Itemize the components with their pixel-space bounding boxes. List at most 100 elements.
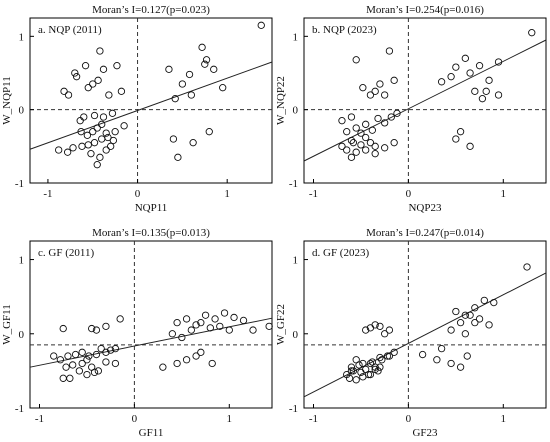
scatter-point — [90, 139, 99, 147]
scatter-point — [478, 95, 487, 103]
scatter-point — [83, 370, 91, 379]
scatter-point — [120, 122, 128, 130]
scatter-point — [362, 120, 370, 128]
y-tick-label: 0 — [293, 105, 299, 117]
scatter-point — [357, 368, 365, 377]
scatter-point — [89, 128, 97, 136]
scatter-point — [362, 133, 370, 142]
y-tick-label: 0 — [19, 105, 25, 117]
scatter-point — [349, 139, 357, 147]
scatter-point — [159, 363, 167, 371]
regression-line — [29, 317, 273, 368]
scatter-point — [192, 321, 200, 329]
scatter-point — [185, 70, 194, 79]
scatter-point — [102, 146, 110, 154]
scatter-point — [171, 95, 179, 103]
x-axis-label: NQP11 — [135, 202, 168, 214]
scatter-point — [78, 142, 86, 150]
panel-label: a. NQP (2011) — [38, 24, 102, 36]
scatter-point — [452, 307, 460, 316]
scatter-point — [482, 87, 490, 95]
scatter-point — [75, 367, 83, 375]
scatter-point — [471, 87, 479, 95]
scatter-point — [69, 144, 77, 152]
x-tick-label: 1 — [224, 188, 230, 200]
chart-title: Moran’s I=0.254(p=0.016) — [366, 4, 484, 16]
scatter-point — [80, 113, 88, 121]
chart-title: Moran’s I=0.247(p=0.014) — [366, 227, 484, 239]
scatter-point — [208, 359, 216, 368]
scatter-point — [59, 374, 67, 382]
scatter-point — [371, 321, 379, 329]
x-tick-label: 1 — [227, 413, 233, 425]
scatter-point — [461, 330, 469, 338]
scatter-point — [447, 73, 455, 81]
y-tick-label: 0 — [19, 329, 25, 341]
scatter-point — [366, 139, 375, 147]
x-axis-label: NQP23 — [408, 202, 442, 214]
scatter-point — [96, 47, 104, 55]
scatter-point — [376, 80, 384, 88]
scatter-point — [352, 124, 360, 132]
scatter-point — [81, 62, 90, 70]
scatter-point — [219, 84, 227, 92]
scatter-point — [84, 141, 92, 149]
x-axis-label: GF11 — [139, 427, 164, 439]
scatter-point — [173, 318, 181, 327]
scatter-point — [71, 69, 79, 77]
scatter-point — [99, 113, 108, 121]
scatter-point — [201, 311, 210, 319]
scatter-point — [357, 141, 365, 149]
scatter-point — [69, 361, 77, 369]
x-axis-label: GF23 — [412, 427, 438, 439]
scatter-point — [85, 352, 93, 360]
scatter-point — [64, 352, 72, 360]
scatter-point — [50, 352, 58, 360]
scatter-point — [107, 142, 115, 150]
scatter-point — [189, 139, 197, 147]
scatter-point — [265, 322, 273, 331]
scatter-point — [385, 326, 394, 334]
scatter-point — [433, 356, 441, 364]
scatter-point — [102, 358, 110, 366]
x-tick-label: 1 — [501, 413, 507, 425]
panel-label: b. NQP (2023) — [312, 24, 377, 36]
scatter-point — [94, 367, 102, 375]
scatter-point — [56, 356, 65, 364]
scatter-point — [93, 124, 101, 132]
scatter-point — [55, 146, 63, 154]
scatter-point — [352, 376, 360, 384]
scatter-point — [385, 47, 394, 55]
scatter-point — [371, 87, 379, 95]
scatter-point — [528, 29, 536, 37]
scatter-point — [230, 313, 238, 322]
scatter-point — [374, 367, 382, 375]
scatter-point — [452, 135, 460, 143]
scatter-point — [374, 114, 382, 123]
scatter-point — [437, 344, 446, 353]
scatter-point — [347, 136, 356, 145]
scatter-point — [210, 65, 218, 73]
y-tick-label: 1 — [293, 31, 299, 43]
scatter-point — [88, 324, 96, 333]
scatter-point — [452, 63, 460, 71]
scatter-point — [174, 153, 182, 161]
scatter-point — [359, 373, 367, 381]
scatter-point — [87, 150, 95, 158]
y-tick-label: -1 — [15, 403, 24, 415]
scatter-point — [349, 367, 357, 375]
scatter-point — [239, 316, 248, 325]
regression-line — [303, 272, 547, 398]
scatter-point — [475, 315, 484, 323]
y-tick-label: 1 — [19, 31, 25, 43]
y-tick-label: -1 — [15, 178, 24, 190]
scatter-point — [523, 263, 531, 271]
scatter-point — [165, 65, 173, 73]
y-tick-label: -1 — [289, 403, 298, 415]
scatter-point — [480, 296, 488, 305]
scatter-point — [338, 117, 346, 125]
scatter-point — [371, 142, 379, 150]
scatter-point — [456, 318, 465, 327]
scatter-point — [466, 142, 474, 150]
y-axis-label: W_GF11 — [1, 304, 13, 345]
